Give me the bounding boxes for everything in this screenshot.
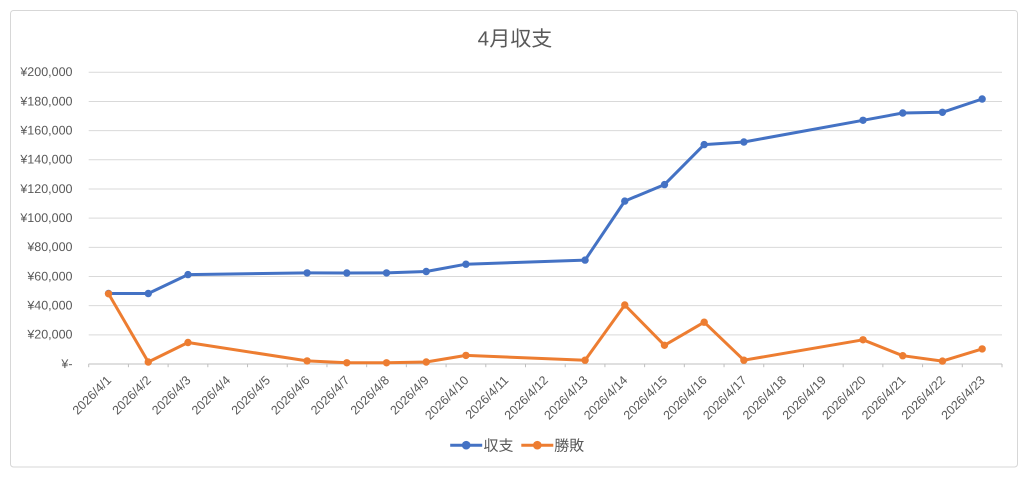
svg-text:¥100,000: ¥100,000 [19,211,72,225]
svg-text:¥80,000: ¥80,000 [26,240,72,254]
svg-text:¥200,000: ¥200,000 [19,65,72,79]
svg-text:4: 4 [478,27,489,50]
svg-text:¥40,000: ¥40,000 [26,299,72,313]
svg-text:¥20,000: ¥20,000 [26,328,72,342]
svg-text:¥140,000: ¥140,000 [19,153,72,167]
svg-text:¥120,000: ¥120,000 [19,182,72,196]
svg-text:¥60,000: ¥60,000 [26,269,72,283]
svg-text:¥180,000: ¥180,000 [19,94,72,108]
svg-text:¥-: ¥- [60,357,72,371]
svg-text:¥160,000: ¥160,000 [19,124,72,138]
